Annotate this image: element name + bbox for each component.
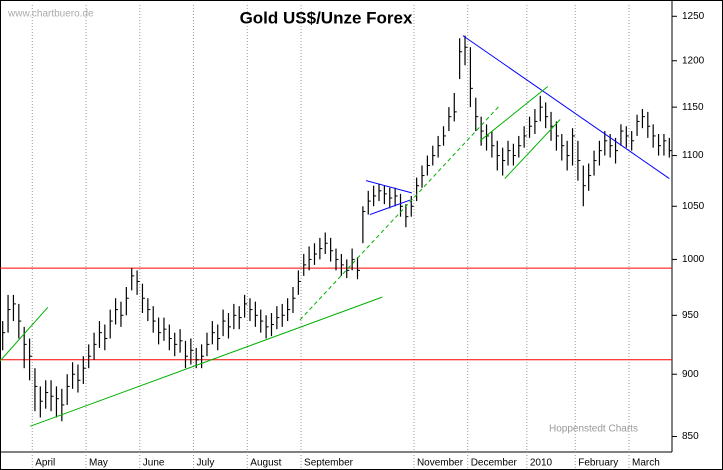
trend-line [29, 296, 383, 427]
trend-line [479, 86, 549, 142]
x-tick-label: September [304, 458, 354, 469]
trend-line [504, 119, 561, 179]
y-tick-label: 1100 [682, 150, 704, 161]
chart-title: Gold US$/Unze Forex [240, 8, 413, 27]
trend-line [369, 199, 411, 216]
y-tick-label: 850 [682, 431, 699, 442]
x-tick-label: May [89, 458, 108, 469]
y-tick-label: 1150 [682, 102, 704, 113]
y-tick-label: 1050 [682, 201, 705, 212]
y-tick-label: 900 [682, 369, 699, 380]
x-tick-label: February [578, 458, 618, 469]
y-tick-label: 950 [682, 310, 699, 321]
trend-line [0, 306, 49, 362]
x-tick-label: July [197, 458, 215, 469]
watermark: www.chartbuero.de [7, 9, 94, 20]
trend-line [365, 180, 412, 194]
x-tick-label: November [417, 458, 464, 469]
trend-line [462, 35, 670, 180]
y-tick-label: 1250 [682, 11, 705, 22]
x-tick-label: 2010 [530, 458, 553, 469]
source-note: Hoppenstedt Charts [549, 424, 638, 435]
x-tick-label: June [143, 458, 165, 469]
y-tick-label: 1000 [682, 254, 705, 265]
x-tick-label: August [250, 458, 281, 469]
x-tick-label: April [35, 458, 55, 469]
x-tick-label: March [632, 458, 660, 469]
y-tick-label: 1200 [682, 55, 705, 66]
x-tick-label: December [471, 458, 518, 469]
